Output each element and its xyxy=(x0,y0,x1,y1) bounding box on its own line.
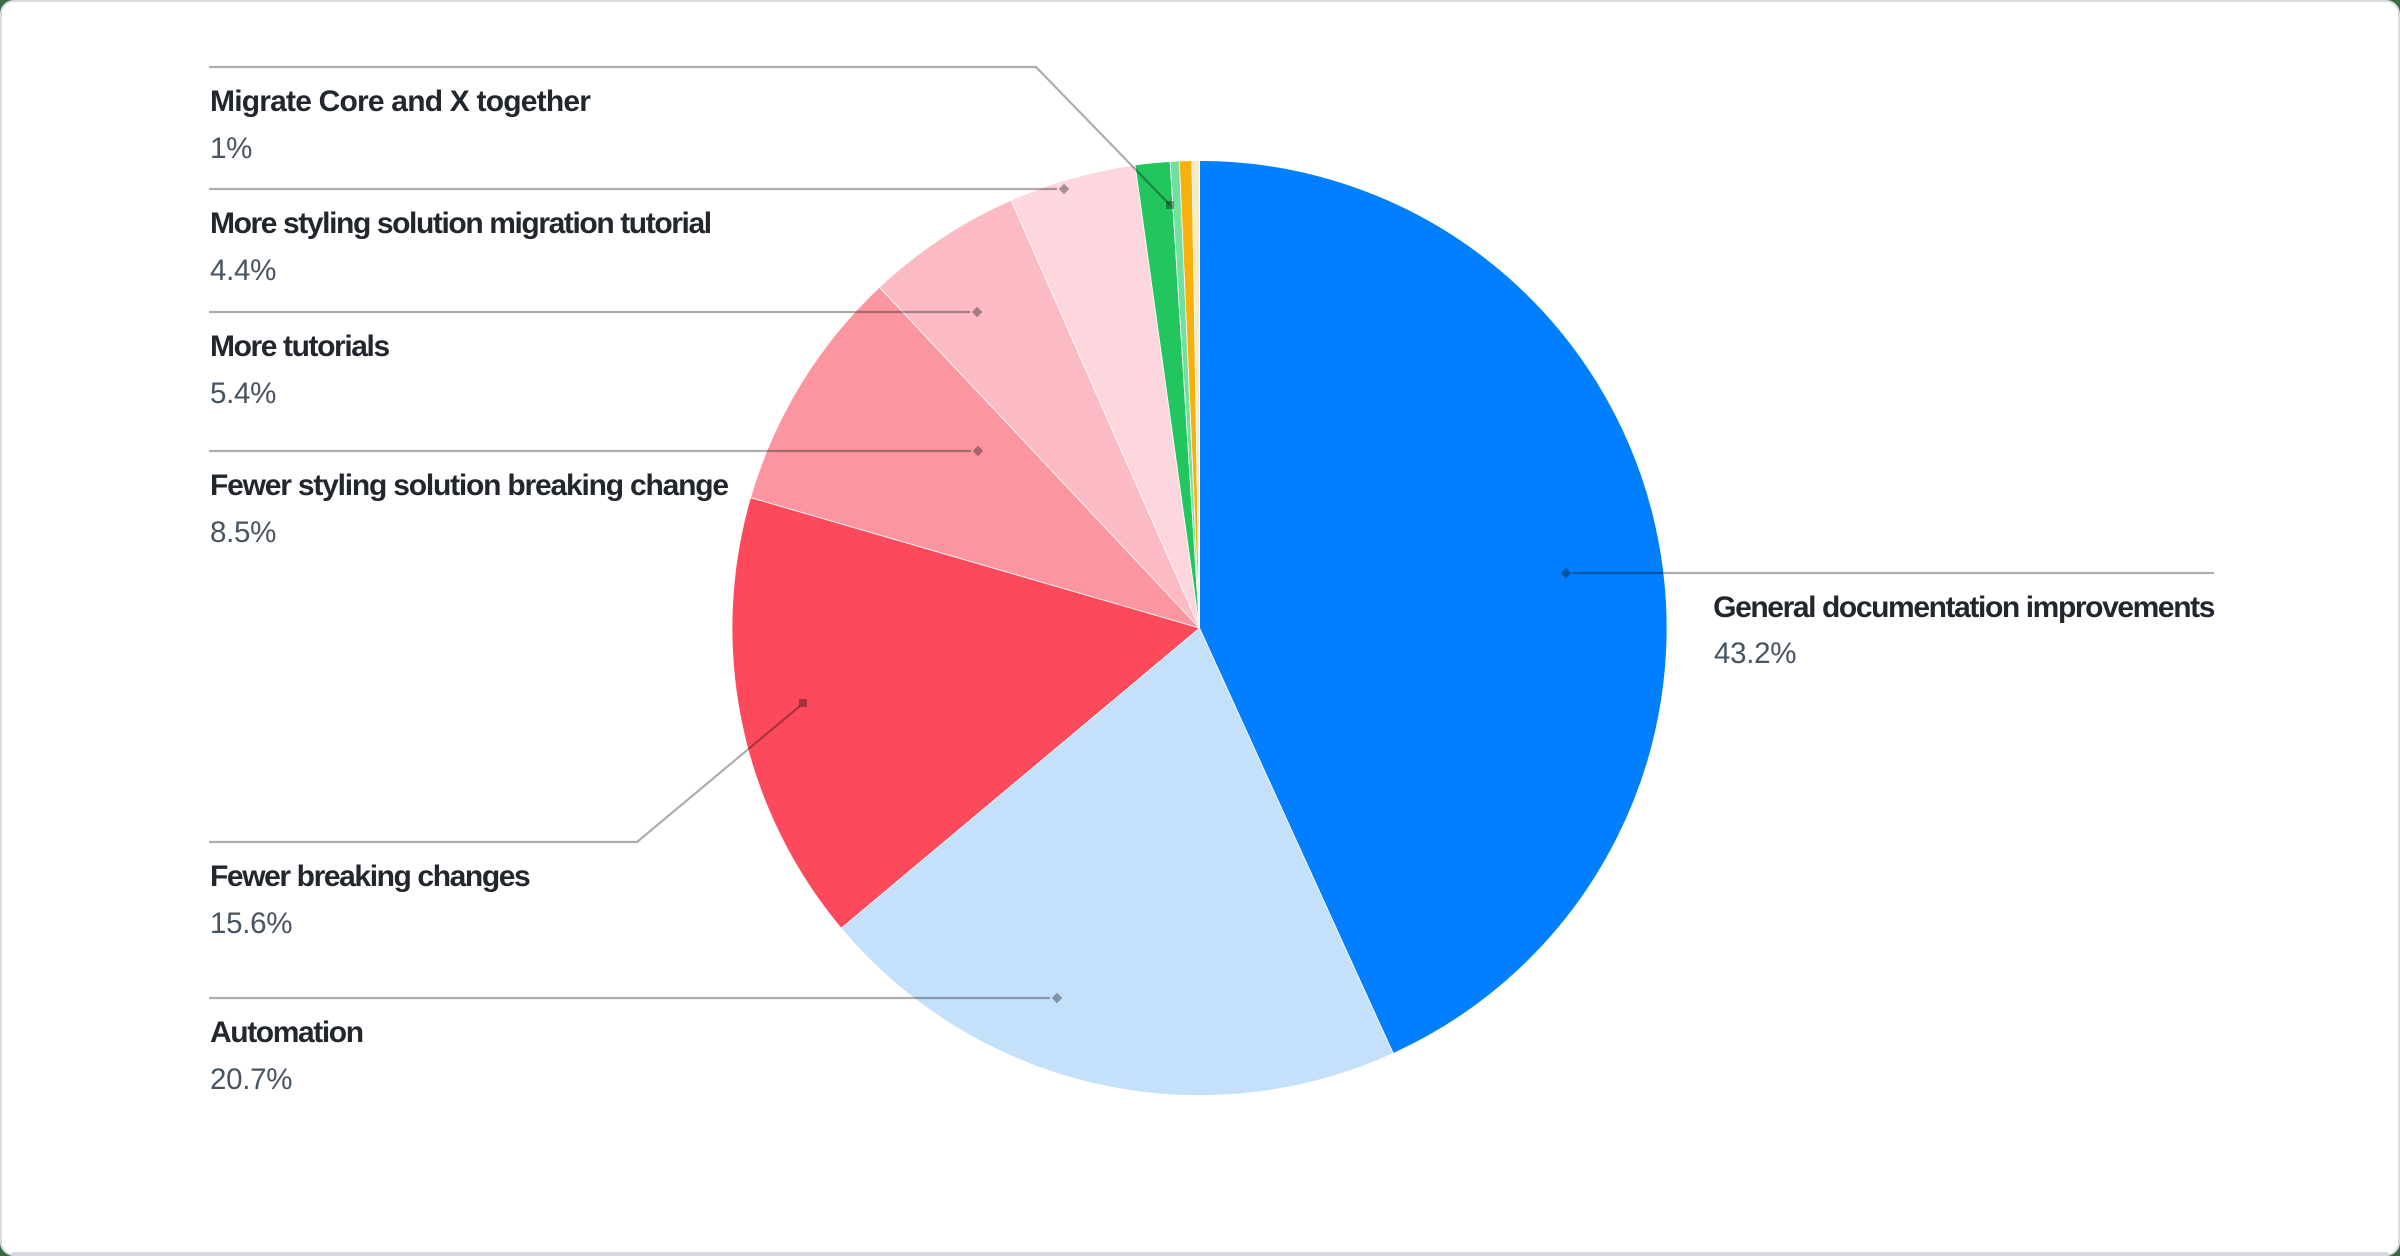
svg-text:43.2%: 43.2% xyxy=(1714,637,1796,670)
svg-text:More styling solution migratio: More styling solution migration tutorial xyxy=(210,207,711,240)
svg-text:Automation: Automation xyxy=(210,1016,363,1049)
svg-text:1%: 1% xyxy=(210,132,252,165)
svg-text:15.6%: 15.6% xyxy=(210,907,292,940)
svg-text:20.7%: 20.7% xyxy=(210,1063,292,1096)
svg-text:8.5%: 8.5% xyxy=(210,516,276,549)
svg-text:Fewer styling solution breakin: Fewer styling solution breaking change xyxy=(210,469,728,502)
svg-text:General documentation improvem: General documentation improvements xyxy=(1713,591,2215,624)
svg-text:Migrate Core and X together: Migrate Core and X together xyxy=(210,85,591,118)
svg-text:Fewer breaking changes: Fewer breaking changes xyxy=(210,860,530,893)
svg-text:4.4%: 4.4% xyxy=(210,254,276,287)
svg-text:5.4%: 5.4% xyxy=(210,377,276,410)
svg-text:More tutorials: More tutorials xyxy=(210,330,389,363)
